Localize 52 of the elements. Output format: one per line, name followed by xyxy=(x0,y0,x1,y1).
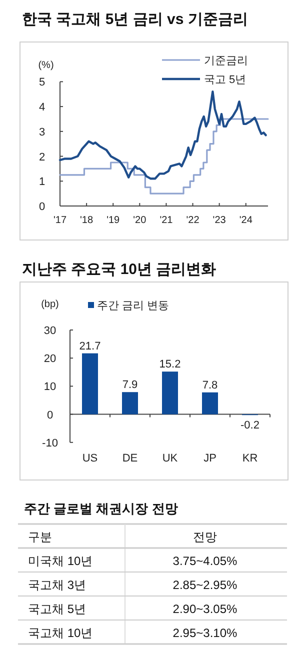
bar xyxy=(162,372,178,414)
data-label: 7.9 xyxy=(122,379,138,392)
text: 국고채 10년 xyxy=(28,626,93,640)
x-tick-label: '22 xyxy=(186,215,200,226)
x-tick-label: '18 xyxy=(80,215,94,226)
data-label: 21.7 xyxy=(79,340,101,352)
y-tick-label: 3 xyxy=(38,126,46,138)
bar xyxy=(122,392,138,414)
x-tick-label: '24 xyxy=(239,215,253,226)
line-series xyxy=(58,90,267,180)
bar xyxy=(202,392,218,414)
text: 전망 xyxy=(193,530,217,544)
chart-title: 한국 국고채 5년 금리 vs 기준금리 xyxy=(22,11,248,28)
data-label: -0.2 xyxy=(240,419,260,432)
y-tick-label: 1 xyxy=(38,176,46,188)
x-tick-label: JP xyxy=(204,452,216,464)
y-tick-label: 5 xyxy=(38,76,46,89)
text: 국고채 5년 xyxy=(28,602,86,616)
y-tick-label: 30 xyxy=(44,325,56,337)
text: 구분 xyxy=(28,530,52,544)
text: 2.85~2.95% xyxy=(172,578,238,592)
data-label: 15.2 xyxy=(159,358,181,371)
x-tick-label: UK xyxy=(162,452,178,464)
text: 국고채 3년 xyxy=(28,578,86,592)
text: 주간 글로벌 채권시장 전망 xyxy=(24,501,178,516)
text: 3.75~4.05% xyxy=(172,554,238,568)
y-axis-title: (bp) xyxy=(41,299,59,310)
x-tick-label: '20 xyxy=(133,215,147,226)
x-tick-label: '23 xyxy=(212,215,226,226)
x-tick-label: DE xyxy=(122,452,138,464)
x-tick-label: '17 xyxy=(53,215,67,226)
y-tick-label: 4 xyxy=(38,102,46,114)
legend-label: 주간 금리 변동 xyxy=(97,300,170,312)
bar xyxy=(82,353,98,414)
text: 2.90~3.05% xyxy=(172,602,238,616)
legend-label: 국고 5년 xyxy=(204,74,246,86)
y-tick-label: 10 xyxy=(44,381,56,394)
text: 미국채 10년 xyxy=(28,554,93,568)
y-tick-label: 2 xyxy=(38,151,46,164)
y-tick-label: -10 xyxy=(42,437,58,450)
x-tick-label: '19 xyxy=(106,215,120,226)
y-axis-title: (%) xyxy=(38,60,54,71)
chart-title: 지난주 주요국 10년 금리변화 xyxy=(22,261,216,278)
text: 2.95~3.10% xyxy=(172,626,238,640)
data-label: 7.8 xyxy=(202,379,218,392)
y-tick-label: 0 xyxy=(46,409,54,422)
x-tick-label: KR xyxy=(242,452,258,464)
y-tick-label: 20 xyxy=(44,353,56,366)
y-tick-label: 0 xyxy=(38,201,46,213)
x-tick-label: US xyxy=(82,452,98,464)
x-tick-label: '21 xyxy=(160,215,174,226)
legend-label: 기준금리 xyxy=(204,55,248,67)
